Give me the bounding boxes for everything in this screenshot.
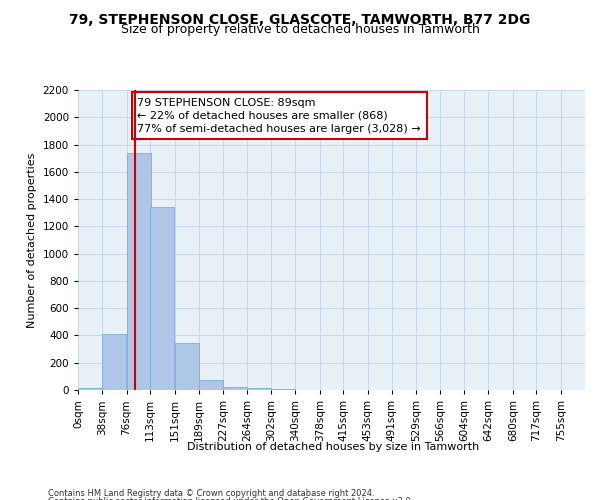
Bar [102,334,126,390]
Bar [223,387,247,390]
Text: Size of property relative to detached houses in Tamworth: Size of property relative to detached ho… [121,22,479,36]
Bar [127,152,151,390]
Y-axis label: Number of detached properties: Number of detached properties [27,152,37,328]
Bar [150,208,174,390]
Text: 79, STEPHENSON CLOSE, GLASCOTE, TAMWORTH, B77 2DG: 79, STEPHENSON CLOSE, GLASCOTE, TAMWORTH… [70,12,530,26]
Text: 79 STEPHENSON CLOSE: 89sqm
← 22% of detached houses are smaller (868)
77% of sem: 79 STEPHENSON CLOSE: 89sqm ← 22% of deta… [137,98,421,134]
Text: Contains HM Land Registry data © Crown copyright and database right 2024.: Contains HM Land Registry data © Crown c… [48,488,374,498]
Bar [78,388,102,390]
Bar [199,380,223,390]
Text: Contains public sector information licensed under the Open Government Licence v3: Contains public sector information licen… [48,498,413,500]
Bar [247,388,271,390]
Text: Distribution of detached houses by size in Tamworth: Distribution of detached houses by size … [187,442,479,452]
Bar [175,343,199,390]
